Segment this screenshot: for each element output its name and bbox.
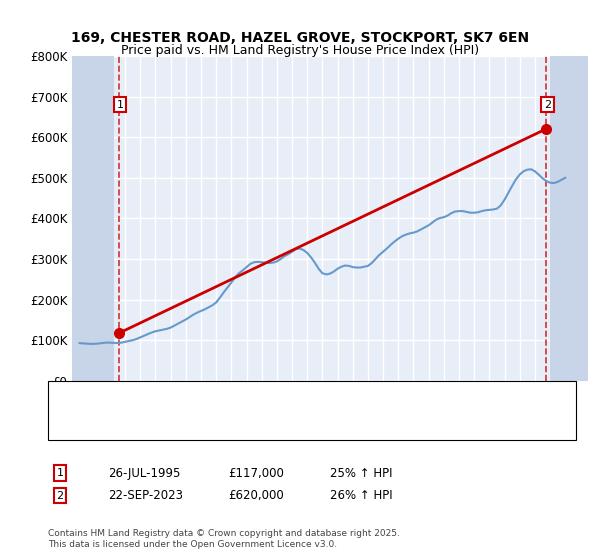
Text: 2: 2: [544, 100, 551, 110]
Bar: [550, 56, 588, 381]
Text: 1: 1: [116, 100, 124, 110]
Text: 22-SEP-2023: 22-SEP-2023: [108, 489, 183, 502]
Text: 26-JUL-1995: 26-JUL-1995: [108, 466, 181, 480]
Text: Price paid vs. HM Land Registry's House Price Index (HPI): Price paid vs. HM Land Registry's House …: [121, 44, 479, 57]
Text: HPI: Average price, detached house, Stockport: HPI: Average price, detached house, Stoc…: [108, 423, 352, 433]
Text: 169, CHESTER ROAD, HAZEL GROVE, STOCKPORT, SK7 6EN: 169, CHESTER ROAD, HAZEL GROVE, STOCKPOR…: [71, 31, 529, 45]
Text: 169, CHESTER ROAD, HAZEL GROVE, STOCKPORT, SK7 6EN (detached house): 169, CHESTER ROAD, HAZEL GROVE, STOCKPOR…: [108, 401, 512, 411]
Text: £117,000: £117,000: [228, 466, 284, 480]
Text: £620,000: £620,000: [228, 489, 284, 502]
Text: 1: 1: [56, 468, 64, 478]
Text: 2: 2: [56, 491, 64, 501]
Bar: [72, 56, 115, 381]
Text: 26% ↑ HPI: 26% ↑ HPI: [330, 489, 392, 502]
Text: Contains HM Land Registry data © Crown copyright and database right 2025.
This d: Contains HM Land Registry data © Crown c…: [48, 529, 400, 549]
Text: 25% ↑ HPI: 25% ↑ HPI: [330, 466, 392, 480]
